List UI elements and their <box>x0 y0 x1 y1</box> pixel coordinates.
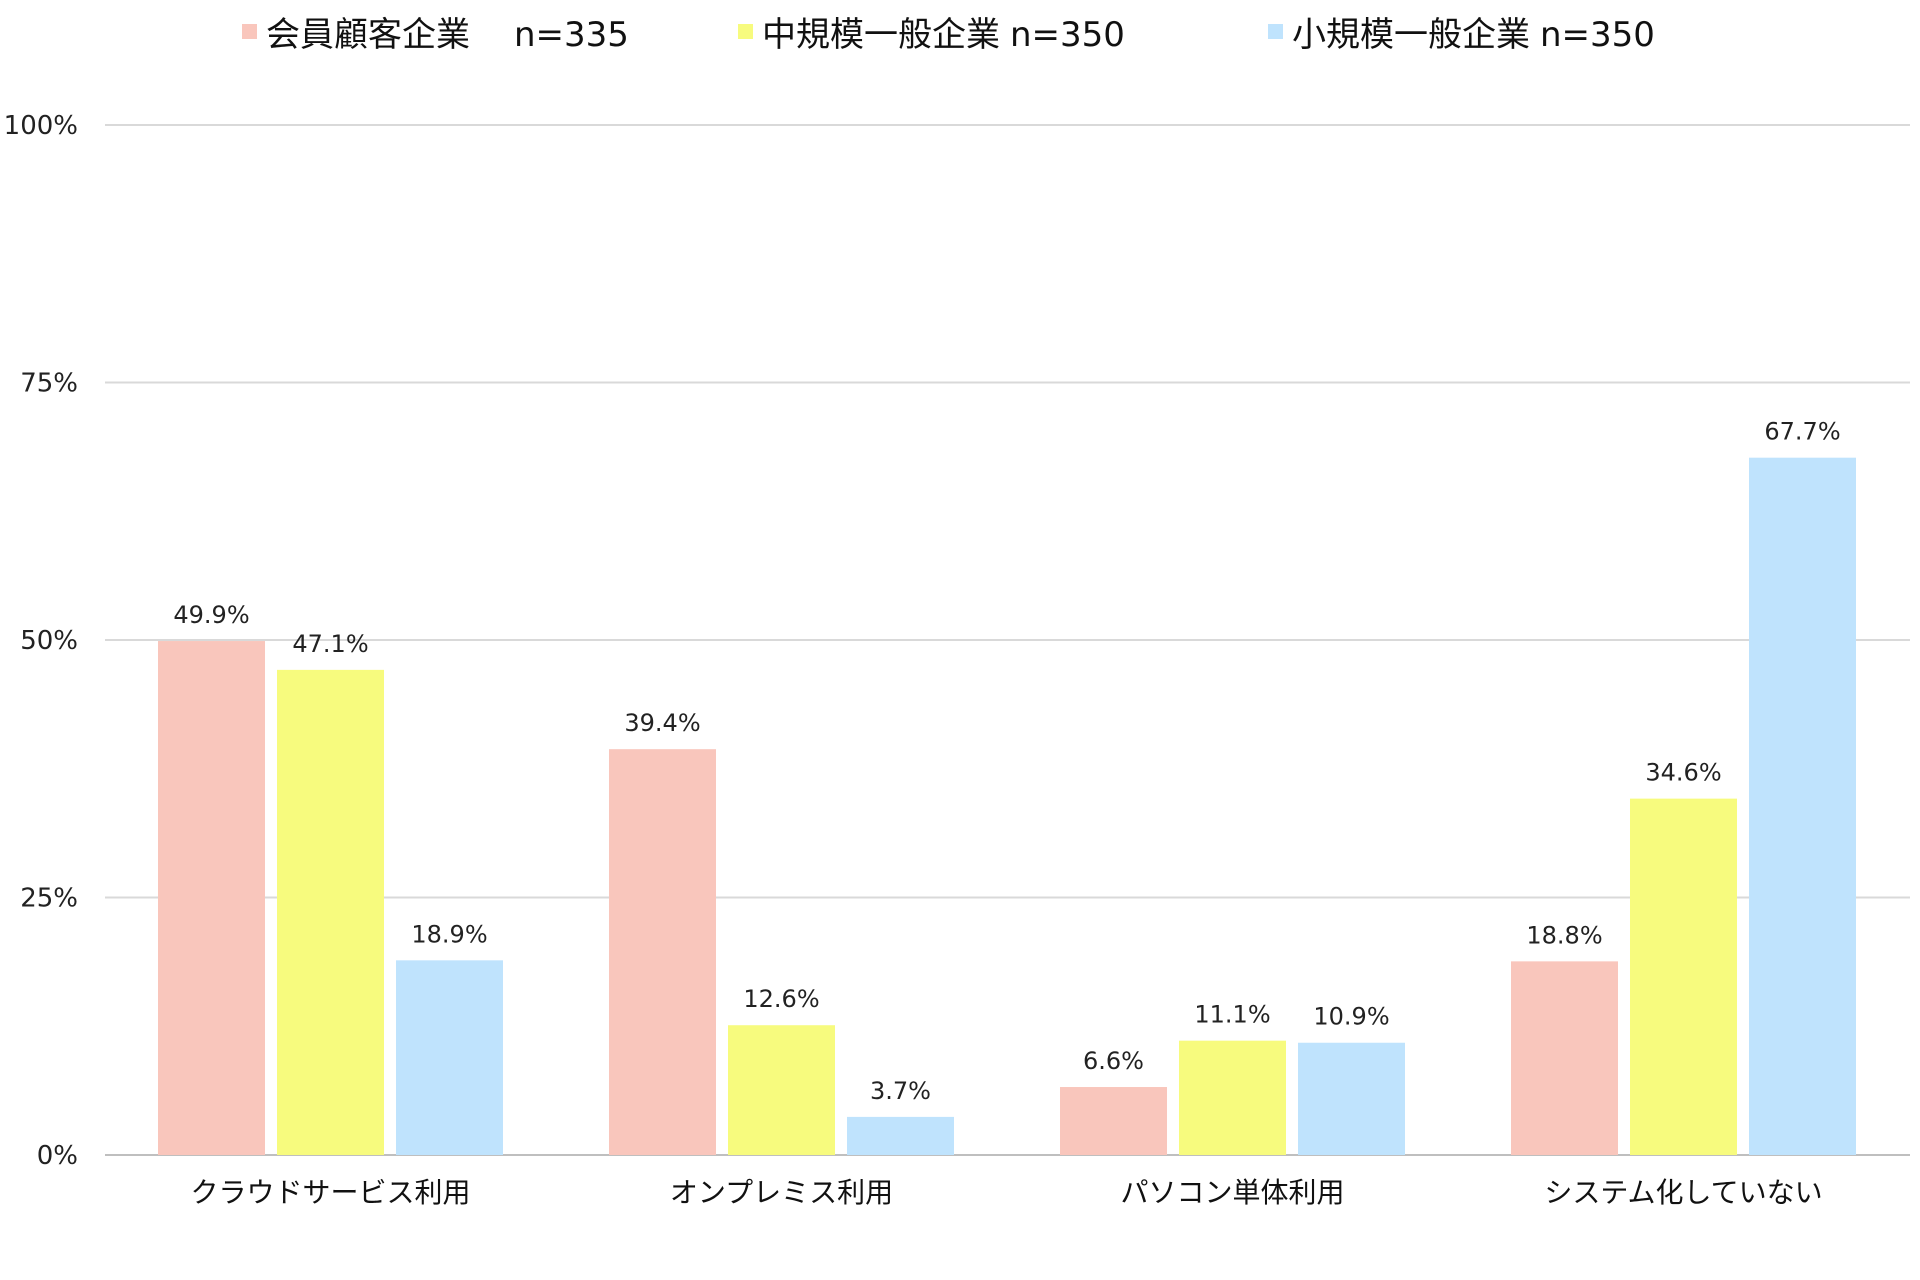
bar <box>1630 798 1737 1155</box>
data-label: 49.9% <box>173 601 249 629</box>
category-label: クラウドサービス利用 <box>190 1176 470 1209</box>
legend-swatch <box>738 24 753 39</box>
x-axis-categories: クラウドサービス利用 オンプレミス利用 パソコン単体利用 システム化していない <box>190 1176 1822 1209</box>
data-label: 3.7% <box>870 1077 931 1105</box>
data-label: 18.9% <box>411 920 487 948</box>
data-label: 10.9% <box>1313 1003 1389 1031</box>
bar <box>847 1116 954 1155</box>
data-label: 39.4% <box>624 709 700 737</box>
bars <box>158 457 1856 1155</box>
bar <box>158 641 265 1155</box>
legend-series-name: 小規模一般企業 <box>1292 15 1530 55</box>
bar <box>728 1025 835 1155</box>
data-label: 47.1% <box>292 630 368 658</box>
legend-sample-size: n=350 <box>1010 15 1125 55</box>
legend: 会員顧客企業 n=335 中規模一般企業 n=350 小規模一般企業 n=350 <box>242 15 1655 55</box>
y-tick-label: 75% <box>20 369 78 399</box>
category-label: パソコン単体利用 <box>1120 1176 1344 1209</box>
legend-sample-size: n=335 <box>514 15 629 55</box>
bar <box>396 960 503 1155</box>
bar <box>1060 1087 1167 1155</box>
legend-swatch <box>242 24 257 39</box>
legend-swatch <box>1268 24 1283 39</box>
legend-series-name: 会員顧客企業 <box>266 15 470 55</box>
data-label: 34.6% <box>1645 759 1721 787</box>
bar <box>1511 961 1618 1155</box>
data-label: 12.6% <box>743 985 819 1013</box>
data-label: 11.1% <box>1194 1001 1270 1029</box>
category-label: システム化していない <box>1544 1176 1822 1209</box>
data-label: 6.6% <box>1083 1047 1144 1075</box>
legend-sample-size: n=350 <box>1540 15 1655 55</box>
y-tick-label: 0% <box>37 1141 78 1171</box>
bar <box>1749 457 1856 1155</box>
data-label: 67.7% <box>1764 418 1840 446</box>
bar <box>277 669 384 1155</box>
bar <box>1179 1040 1286 1155</box>
y-tick-label: 100% <box>4 111 78 141</box>
bar <box>1298 1042 1405 1155</box>
y-axis-ticks: 0% 25% 50% 75% 100% <box>4 111 78 1171</box>
data-label: 18.8% <box>1526 921 1602 949</box>
y-tick-label: 25% <box>20 884 78 914</box>
y-tick-label: 50% <box>20 626 78 656</box>
bar <box>609 749 716 1155</box>
legend-series-name: 中規模一般企業 <box>762 15 1000 55</box>
data-labels: 49.9% 47.1% 18.9% 39.4% 12.6% 3.7% 6.6% 11.1% 10… <box>173 418 1840 1105</box>
category-label: オンプレミス利用 <box>670 1176 893 1209</box>
